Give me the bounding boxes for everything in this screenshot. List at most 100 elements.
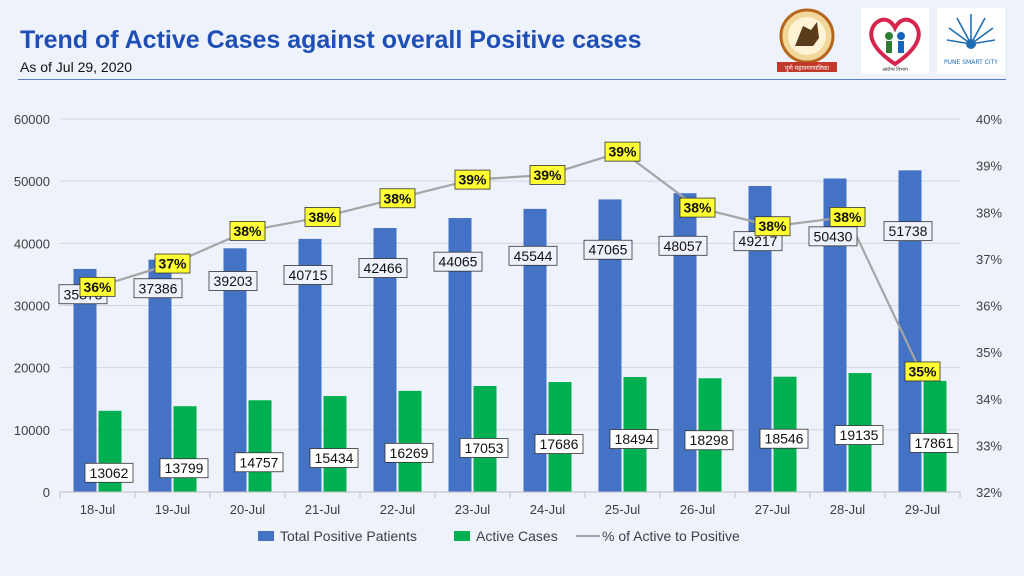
title-divider (18, 79, 1006, 80)
bar-total-positive (298, 238, 322, 492)
label-total-positive: 40715 (289, 267, 328, 283)
label-active-cases-box (459, 438, 509, 458)
label-active-cases-box (684, 430, 734, 451)
pmc-logo-text: पुणे महानगरपालिका (785, 64, 829, 72)
y-left-tick-label: 50000 (14, 174, 50, 189)
x-tick-label: 22-Jul (380, 502, 416, 517)
y-right-tick-label: 40% (976, 112, 1002, 127)
label-percent-box (829, 207, 866, 227)
y-right-tick-label: 38% (976, 205, 1002, 220)
y-left-tick-label: 20000 (14, 361, 50, 376)
y-right-tick-label: 34% (976, 392, 1002, 407)
bar-active-cases (248, 400, 272, 492)
label-active-cases-box (234, 452, 284, 473)
label-percent: 36% (83, 279, 112, 295)
label-total-positive-box (883, 221, 933, 242)
label-active-cases: 15434 (315, 450, 354, 466)
x-tick-label: 21-Jul (305, 502, 341, 517)
legend-label: Active Cases (476, 528, 558, 544)
bar-total-positive (223, 248, 247, 492)
y-axis-right: 32% 33% 34% 35% 36% 37% 38% 39% 40% (976, 112, 1002, 500)
y-right-tick-label: 37% (976, 252, 1002, 267)
label-percent: 35% (908, 363, 937, 379)
label-total-positive-box (358, 258, 408, 278)
label-percent-box (79, 276, 116, 297)
label-active-cases-box (384, 442, 434, 463)
y-right-tick-label: 33% (976, 438, 1002, 453)
label-percent-box (379, 188, 416, 209)
label-active-cases-box (309, 448, 359, 468)
page-title: Trend of Active Cases against overall Po… (20, 26, 642, 54)
x-tick-label: 28-Jul (830, 502, 866, 517)
bar-total-positive (448, 218, 472, 493)
label-percent-box (604, 141, 641, 162)
label-percent-box (454, 169, 491, 190)
bar-total-positive (898, 170, 922, 492)
label-total-positive: 49217 (739, 233, 778, 249)
bar-total-positive (823, 178, 847, 492)
legend-swatch (454, 531, 470, 541)
legend-label: % of Active to Positive (602, 528, 740, 544)
label-percent: 38% (308, 209, 337, 225)
label-total-positive: 42466 (364, 260, 403, 276)
label-total-positive-box (283, 265, 333, 285)
bar-active-cases (398, 390, 422, 492)
x-tick-label: 18-Jul (80, 502, 116, 517)
bar-total-positive (523, 208, 547, 492)
label-active-cases: 19135 (840, 427, 879, 443)
x-tick-label: 20-Jul (230, 502, 266, 517)
label-percent: 38% (383, 190, 412, 206)
legend-label: Total Positive Patients (280, 528, 417, 544)
y-right-tick-label: 32% (976, 485, 1002, 500)
y-right-tick-label: 35% (976, 345, 1002, 360)
x-tick-label: 23-Jul (455, 502, 491, 517)
legend: Total Positive Patients Active Cases % of … (258, 528, 740, 544)
y-axis-left: 0 10000 20000 30000 40000 50000 60000 (14, 112, 50, 500)
bar-active-cases (323, 396, 347, 492)
label-percent: 37% (158, 256, 187, 272)
label-percent-box (754, 216, 791, 237)
label-percent-box (904, 361, 941, 382)
label-active-cases: 13799 (165, 460, 204, 476)
bars (73, 170, 947, 493)
label-active-cases: 16269 (390, 445, 429, 461)
x-tick-label: 24-Jul (530, 502, 566, 517)
y-left-tick-label: 30000 (14, 299, 50, 314)
label-active-cases: 17686 (540, 436, 579, 452)
label-percent: 38% (683, 200, 712, 216)
bar-total-positive (748, 186, 772, 493)
label-active-cases: 18546 (765, 431, 804, 447)
label-total-positive-box (208, 271, 258, 291)
y-left-tick-label: 10000 (14, 423, 50, 438)
label-total-positive: 50430 (814, 228, 853, 244)
y-left-tick-label: 40000 (14, 236, 50, 251)
bar-active-cases (173, 406, 197, 492)
x-tick-label: 25-Jul (605, 502, 641, 517)
label-active-cases: 17053 (465, 440, 504, 456)
label-percent-box (679, 197, 716, 218)
label-total-positive-box (583, 239, 633, 260)
label-percent-box (229, 220, 266, 241)
bar-total-positive (598, 199, 622, 492)
health-dept-logo: आरोग्य विभाग (861, 8, 929, 74)
label-percent: 38% (833, 209, 862, 225)
label-active-cases: 17861 (915, 435, 954, 451)
label-total-positive: 37386 (139, 280, 178, 296)
pmc-logo: पुणे महानगरपालिका (773, 8, 841, 74)
label-percent-box (529, 165, 566, 185)
bar-total-positive (73, 268, 97, 492)
label-active-cases-box (834, 425, 884, 445)
label-total-positive-box (508, 245, 558, 266)
label-total-positive: 47065 (589, 242, 628, 258)
x-tick-label: 27-Jul (755, 502, 791, 517)
label-total-positive-box (433, 251, 483, 272)
bar-total-positive (673, 193, 697, 492)
label-active-cases: 18494 (615, 431, 654, 447)
y-right-tick-label: 36% (976, 299, 1002, 314)
x-tick-label: 29-Jul (905, 502, 941, 517)
y-left-tick-label: 0 (43, 485, 50, 500)
label-percent: 38% (233, 223, 262, 239)
label-percent: 38% (758, 218, 787, 234)
page-subtitle: As of Jul 29, 2020 (20, 59, 133, 75)
smart-city-logo-text: PUNE SMART CITY (944, 59, 998, 66)
